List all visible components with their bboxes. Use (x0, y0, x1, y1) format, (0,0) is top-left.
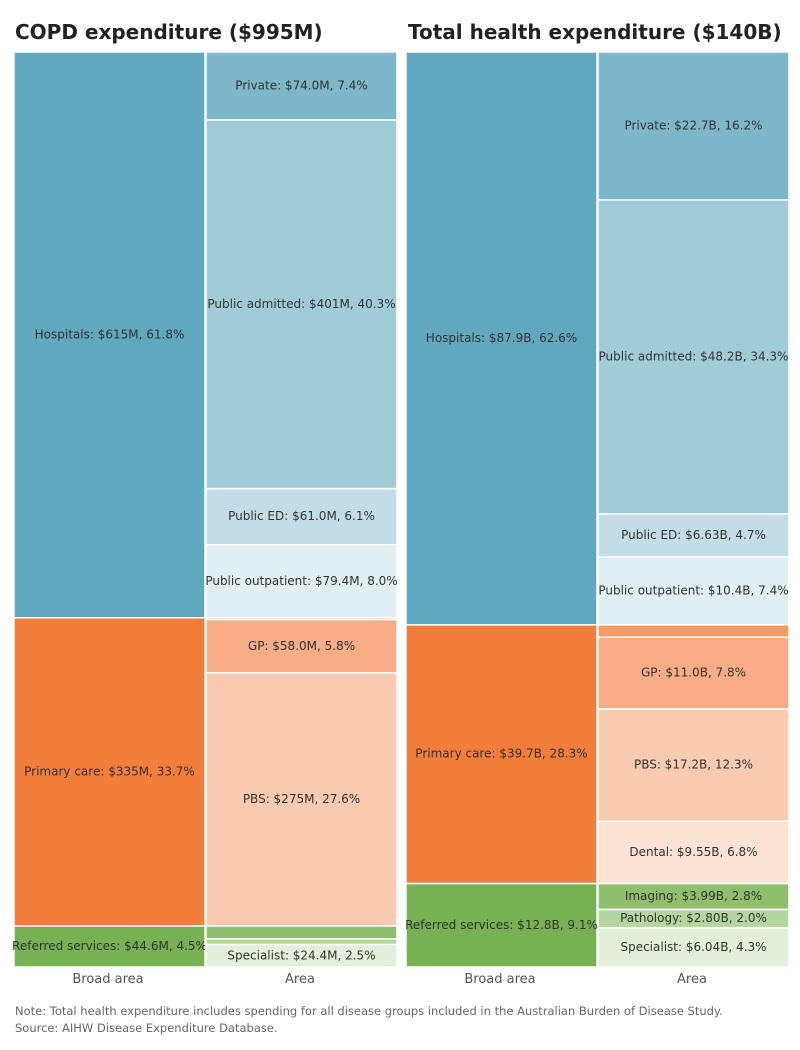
copd-broad-area-axis-label: Broad area (72, 972, 144, 987)
copd-broad-primary-care-label: Primary care: $335M, 33.7% (24, 764, 195, 778)
copd-area-hospitals-public-outpatient-rect (205, 544, 398, 619)
total-area-primary-care-other-rect (597, 624, 790, 639)
total-area-primary-care-pbs-label: PBS: $17.2B, 12.3% (634, 758, 753, 772)
total-area-referred-services-specialist-label: Specialist: $6.04B, 4.3% (620, 940, 766, 954)
copd-area-hospitals-private-rect (205, 51, 398, 121)
copd-broad-hospitals-label: Hospitals: $615M, 61.8% (35, 327, 185, 341)
total-area-hospitals-public-ed-label: Public ED: $6.63B, 4.7% (621, 528, 766, 542)
total-area-hospitals-private-label: Private: $22.7B, 16.2% (624, 118, 762, 132)
footnote: Note: Total health expenditure includes … (15, 1004, 723, 1018)
total-broad-hospitals-label: Hospitals: $87.9B, 62.6% (426, 331, 577, 345)
copd-area-axis-label: Area (285, 972, 315, 987)
total-chart-title: Total health expenditure ($140B) (408, 20, 782, 44)
total-area-referred-services-imaging-rect (597, 882, 790, 911)
total-area-hospitals-public-admitted-label: Public admitted: $48.2B, 34.3% (599, 349, 789, 363)
source-note: Source: AIHW Disease Expenditure Databas… (15, 1021, 278, 1035)
total-area-hospitals-public-outpatient-label: Public outpatient: $10.4B, 7.4% (598, 583, 788, 597)
total-broad-area-axis-label: Broad area (464, 972, 536, 987)
total-area-primary-care-gp-rect (597, 636, 790, 710)
total-area-primary-care-dental-rect (597, 820, 790, 885)
total-broad-primary-care-label: Primary care: $39.7B, 28.3% (415, 747, 587, 761)
copd-area-referred-services-specialist-label: Specialist: $24.4M, 2.5% (227, 948, 375, 962)
total-area-referred-services-pathology-label: Pathology: $2.80B, 2.0% (620, 911, 767, 925)
total-broad-hospitals-rect (405, 51, 598, 626)
total-broad-referred-services-label: Referred services: $12.8B, 9.1% (405, 918, 598, 932)
copd-area-referred-services-pathology-rect (205, 938, 398, 946)
copd-broad-referred-services-label: Referred services: $44.6M, 4.5% (12, 939, 207, 953)
total-broad-referred-services-rect (405, 882, 598, 968)
copd-area-hospitals-public-admitted-rect (205, 119, 398, 490)
copd-broad-hospitals-rect (13, 51, 206, 619)
total-area-referred-services-imaging-label: Imaging: $3.99B, 2.8% (625, 889, 762, 903)
copd-area-primary-care-pbs-label: PBS: $275M, 27.6% (243, 792, 360, 806)
copd-area-hospitals-public-ed-rect (205, 487, 398, 546)
copd-broad-primary-care-rect (13, 617, 206, 927)
total-area-hospitals-public-ed-rect (597, 513, 790, 558)
total-area-primary-care-pbs-rect (597, 708, 790, 823)
copd-area-referred-services-specialist-rect (205, 943, 398, 968)
copd-broad-referred-services-rect (13, 925, 206, 968)
total-area-hospitals-public-outpatient-rect (597, 556, 790, 626)
copd-area-hospitals-private-label: Private: $74.0M, 7.4% (235, 79, 368, 93)
copd-area-hospitals-public-admitted-label: Public admitted: $401M, 40.3% (207, 297, 395, 311)
total-area-primary-care-gp-label: GP: $11.0B, 7.8% (641, 666, 746, 680)
copd-chart-title: COPD expenditure ($995M) (15, 20, 323, 44)
total-area-hospitals-private-rect (597, 51, 790, 201)
copd-area-primary-care-pbs-rect (205, 672, 398, 927)
copd-area-hospitals-public-ed-label: Public ED: $61.0M, 6.1% (228, 509, 375, 523)
total-area-axis-label: Area (677, 972, 707, 987)
total-area-primary-care-dental-label: Dental: $9.55B, 6.8% (629, 845, 757, 859)
treemap-charts: Hospitals: $615M, 61.8% Private: $74.0M, … (12, 51, 790, 968)
copd-area-primary-care-gp-label: GP: $58.0M, 5.8% (248, 639, 355, 653)
copd-area-hospitals-public-outpatient-label: Public outpatient: $79.4M, 8.0% (205, 574, 397, 588)
total-area-referred-services-specialist-rect (597, 926, 790, 968)
copd-area-referred-services-imaging-rect (205, 925, 398, 940)
total-area-hospitals-public-admitted-rect (597, 199, 790, 515)
total-broad-primary-care-rect (405, 624, 598, 885)
